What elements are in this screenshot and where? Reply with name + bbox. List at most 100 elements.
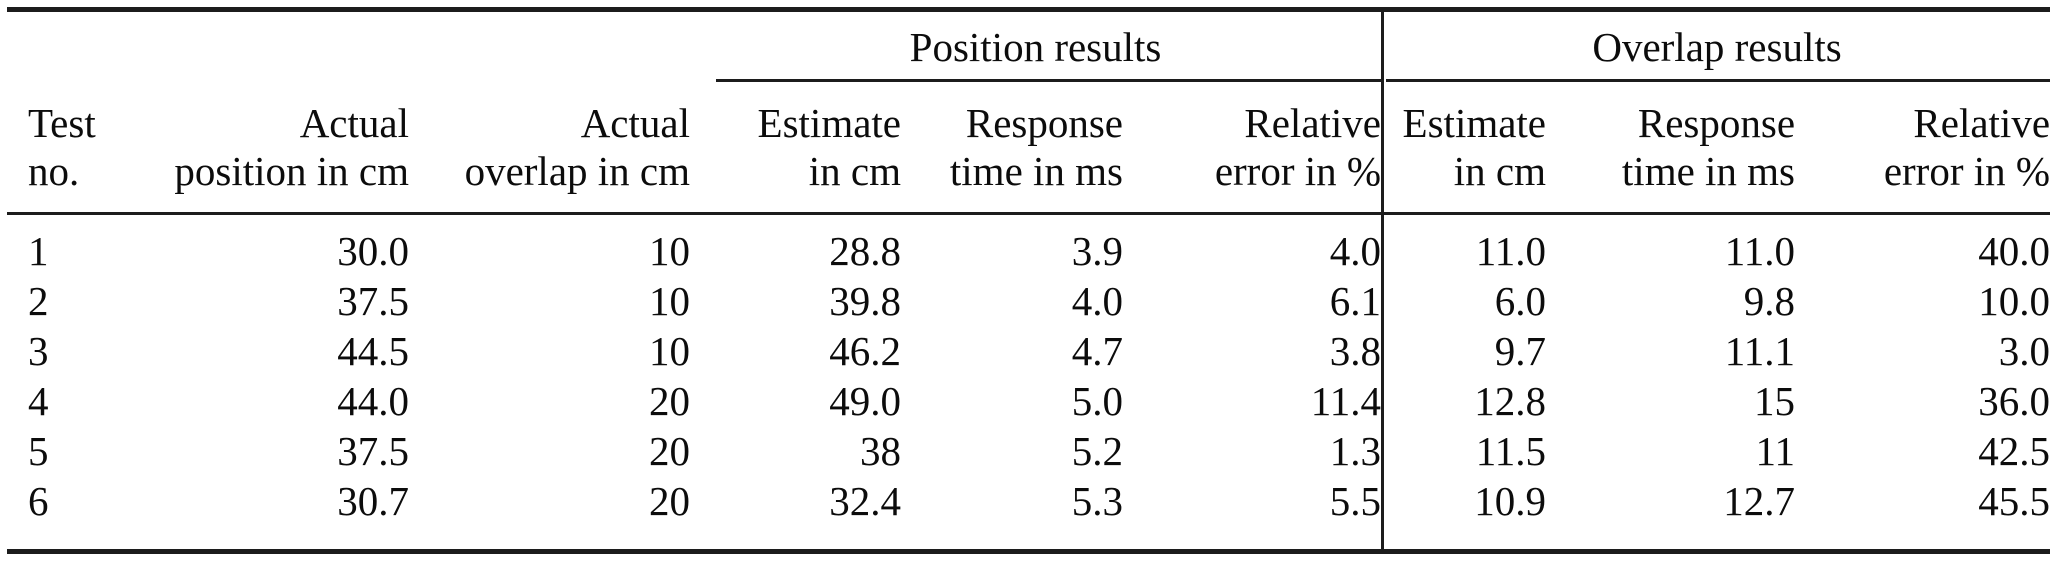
data-cell: 4 [28, 378, 49, 424]
column-header-overlap-estimate: Estimate in cm [1384, 82, 1547, 215]
data-cell: 36.0 [1978, 378, 2051, 424]
data-cell: 11.4 [1123, 376, 1385, 426]
group-header-overlap-results: Overlap results [1384, 12, 2051, 82]
header-line: Response [965, 100, 1123, 146]
header-line: overlap in cm [464, 148, 690, 194]
header-line: Test [28, 100, 96, 146]
spacer-cell [1384, 526, 1546, 549]
column-header-position-response-time: Response time in ms [901, 82, 1123, 215]
data-cell: 10 [649, 328, 690, 374]
data-cell: 20 [649, 378, 690, 424]
spacer-cell [1123, 526, 1385, 549]
data-cell: 5.2 [1071, 428, 1123, 474]
data-cell: 42.5 [1978, 428, 2051, 474]
data-cell: 37.5 [337, 428, 409, 474]
data-cell: 10 [649, 278, 690, 324]
data-cell: 6.0 [1494, 278, 1547, 324]
data-cell: 2 [28, 278, 49, 324]
data-cell: 30.0 [337, 228, 409, 274]
spacer-cell [901, 526, 1123, 549]
data-cell: 4.7 [1071, 328, 1123, 374]
header-line: in cm [1453, 148, 1547, 194]
header-line: Estimate [757, 100, 901, 146]
data-cell: 12.8 [1474, 378, 1547, 424]
data-cell: 10 [649, 228, 690, 274]
data-cell: 4.0 [1071, 278, 1123, 324]
header-line: Response [1637, 100, 1796, 146]
data-cell: 46.2 [829, 328, 901, 374]
column-header-actual-position: Actual position in cm [115, 82, 409, 215]
header-line: Estimate [1402, 100, 1547, 146]
data-cell: 45.5 [1978, 478, 2051, 524]
header-line: error in % [1883, 148, 2051, 194]
data-cell: 11.0 [1475, 228, 1547, 274]
results-table: Position results Overlap results Test no… [7, 7, 2051, 554]
header-line: Relative [1913, 100, 2051, 146]
table-row: 6 30.7 20 32.4 5.3 5.5 10.9 12.7 45.5 [7, 476, 2050, 526]
data-cell: 39.8 [829, 278, 901, 324]
table-row: 1 30.0 10 28.8 3.9 4.0 11.0 11.0 40.0 [7, 215, 2050, 276]
data-cell: 1.3 [1123, 426, 1385, 476]
data-cell: 37.5 [337, 278, 409, 324]
data-cell: 44.5 [337, 328, 409, 374]
data-cell: 15 [1754, 378, 1796, 424]
group-header-row: Position results Overlap results [7, 12, 2051, 82]
table-row: 5 37.5 20 38 5.2 1.3 11.5 11 42.5 [7, 426, 2050, 476]
data-cell: 9.8 [1743, 278, 1796, 324]
data-cell: 5 [28, 428, 49, 474]
data-cell: 3.8 [1123, 326, 1385, 376]
data-cell: 20 [649, 428, 690, 474]
table-row: 2 37.5 10 39.8 4.0 6.1 6.0 9.8 10.0 [7, 276, 2050, 326]
data-cell: 3.0 [1998, 328, 2051, 374]
header-line: time in ms [949, 148, 1123, 194]
data-cell: 49.0 [829, 378, 901, 424]
data-cell: 10.0 [1978, 278, 2051, 324]
spacer-cell [7, 526, 115, 549]
data-cell: 40.0 [1978, 228, 2051, 274]
data-cell: 6 [28, 478, 49, 524]
header-line: Actual [580, 100, 690, 146]
data-cell: 6.1 [1123, 276, 1385, 326]
data-cell: 5.5 [1123, 476, 1385, 526]
header-line: Relative [1244, 100, 1382, 146]
data-cell: 5.3 [1071, 478, 1123, 524]
data-cell: 4.0 [1123, 215, 1385, 276]
column-header-overlap-response-time: Response time in ms [1546, 82, 1796, 215]
bottom-spacer-row [7, 526, 2050, 549]
data-cell: 3 [28, 328, 49, 374]
table-row: 4 44.0 20 49.0 5.0 11.4 12.8 15 36.0 [7, 376, 2050, 426]
column-header-position-estimate: Estimate in cm [690, 82, 901, 215]
header-line: no. [28, 148, 80, 194]
data-cell: 11.0 [1724, 228, 1796, 274]
data-cell: 11.1 [1724, 328, 1796, 374]
data-cell: 3.9 [1071, 228, 1123, 274]
data-cell: 1 [28, 228, 49, 274]
column-header-overlap-relative-error: Relative error in % [1795, 82, 2051, 215]
spacer-cell [115, 526, 409, 549]
group-header-position-results: Position results [690, 12, 1385, 82]
data-cell: 11 [1755, 428, 1796, 474]
data-cell: 11.5 [1475, 428, 1547, 474]
data-cell: 28.8 [829, 228, 901, 274]
header-line: time in ms [1621, 148, 1796, 194]
header-line: in cm [808, 148, 901, 194]
column-header-position-relative-error: Relative error in % [1123, 82, 1385, 215]
data-cell: 38 [860, 428, 901, 474]
spacer-cell [1546, 526, 1795, 549]
spacer-cell [1795, 526, 2050, 549]
spacer-cell [690, 526, 901, 549]
data-cell: 12.7 [1723, 478, 1796, 524]
data-cell: 20 [649, 478, 690, 524]
table-row: 3 44.5 10 46.2 4.7 3.8 9.7 11.1 3.0 [7, 326, 2050, 376]
data-cell: 44.0 [337, 378, 409, 424]
spacer-cell [409, 526, 690, 549]
data-cell: 5.0 [1071, 378, 1123, 424]
data-cell: 9.7 [1494, 328, 1547, 374]
column-header-test-no: Test no. [7, 82, 115, 215]
data-cell: 30.7 [337, 478, 409, 524]
data-cell: 32.4 [829, 478, 901, 524]
header-line: error in % [1214, 148, 1382, 194]
column-header-row: Test no. Actual position in cm Actual ov… [7, 82, 2051, 215]
header-line: Actual [299, 100, 409, 146]
